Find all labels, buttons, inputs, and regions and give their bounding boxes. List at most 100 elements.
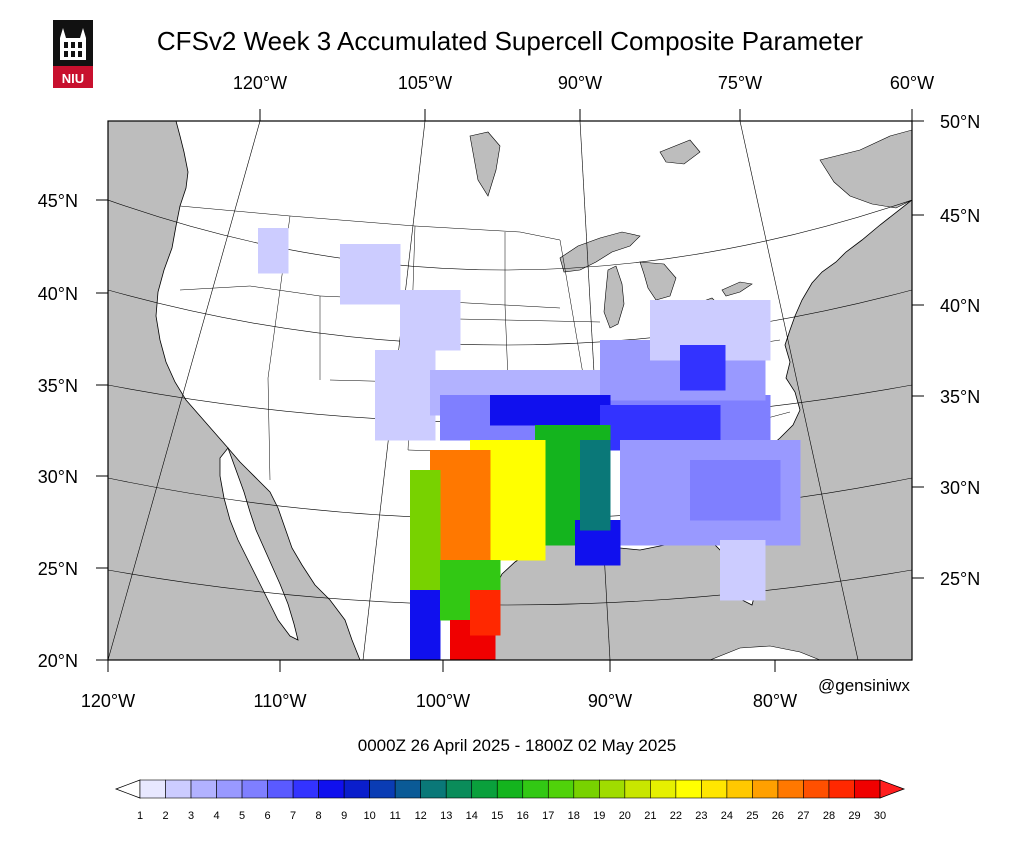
scp-grid-cell <box>565 425 581 441</box>
colorbar-tick-label: 30 <box>874 810 886 822</box>
left-lat-label: 30°N <box>38 467 78 487</box>
colorbar-swatch <box>624 779 651 799</box>
scp-grid-cell <box>680 375 696 391</box>
scp-grid-cell <box>520 410 536 426</box>
scp-grid-cell <box>565 440 581 456</box>
colorbar-swatch <box>369 779 396 799</box>
scp-grid-cell <box>550 410 566 426</box>
scp-grid-cell <box>665 440 681 456</box>
scp-grid-cell <box>735 570 751 586</box>
scp-grid-cell <box>355 289 371 305</box>
scp-grid-cell <box>755 425 771 441</box>
scp-grid-cell <box>740 315 756 331</box>
scp-grid-cell <box>405 350 421 366</box>
scp-grid-cell <box>440 590 456 606</box>
colorbar-tick-label: 18 <box>568 810 580 822</box>
scp-grid-cell <box>650 300 666 316</box>
scp-grid-cell <box>650 330 666 346</box>
scp-grid-cell <box>550 425 566 441</box>
scp-grid-cell <box>785 485 801 501</box>
scp-grid-cell <box>615 370 631 386</box>
scp-grid-cell <box>565 410 581 426</box>
colorbar-tick-label: 13 <box>440 810 452 822</box>
colorbar-tick-label: 4 <box>213 810 219 822</box>
colorbar-swatch <box>675 779 702 799</box>
scp-grid-cell <box>665 515 681 531</box>
scp-grid-cell <box>445 510 461 526</box>
scp-grid-cell <box>630 340 646 356</box>
scp-grid-cell <box>405 365 421 381</box>
scp-grid-cell <box>725 315 741 331</box>
lake-huron <box>639 261 677 301</box>
scp-grid-cell <box>710 360 726 376</box>
scp-grid-cell <box>595 515 611 531</box>
scp-grid-cell <box>535 425 551 441</box>
scp-grid-cell <box>480 650 496 660</box>
scp-grid-cell <box>500 485 516 501</box>
scp-grid-cell <box>410 620 426 636</box>
scp-grid-cell <box>445 370 461 386</box>
scp-grid-cell <box>720 490 736 506</box>
bottom-lon-label: 110°W <box>254 691 307 711</box>
scp-grid-cell <box>590 550 606 566</box>
scp-grid-cell <box>475 480 491 496</box>
bottom-lon-label: 80°W <box>753 691 797 711</box>
left-lat-label: 45°N <box>38 191 78 211</box>
scp-grid-cell <box>515 440 531 456</box>
colorbar-swatch <box>496 779 524 799</box>
scp-grid-cell <box>445 450 461 466</box>
scp-grid-cell <box>725 425 741 441</box>
scp-grid-cell <box>710 345 726 361</box>
scp-grid-cell <box>665 530 681 546</box>
scp-grid-cell <box>600 355 616 371</box>
scp-grid-cell <box>515 515 531 531</box>
scp-grid-cell <box>650 345 666 361</box>
scp-grid-cell <box>635 530 651 546</box>
colorbar-tick-label: 5 <box>239 810 245 822</box>
scp-grid-cell <box>620 515 636 531</box>
scp-grid-cell <box>660 385 676 401</box>
scp-grid-cell <box>530 545 546 561</box>
scp-grid-cell <box>355 259 371 275</box>
colorbar-tick-label: 24 <box>721 810 733 822</box>
scp-grid-cell <box>755 410 771 426</box>
scp-grid-cell <box>425 650 441 660</box>
scp-grid-cell <box>690 405 706 421</box>
scp-grid-cell <box>575 535 591 551</box>
scp-grid-cell <box>725 440 741 456</box>
scp-grid-cell <box>455 425 471 441</box>
colorbar-tick-label: 2 <box>162 810 168 822</box>
colorbar-tick-label: 21 <box>644 810 656 822</box>
scp-grid-cell <box>580 440 596 456</box>
scp-grid-cell <box>680 345 696 361</box>
colorbar-swatch <box>216 779 243 799</box>
scp-grid-cell <box>785 500 801 516</box>
scp-grid-cell <box>590 535 606 551</box>
scp-grid-cell <box>400 290 416 306</box>
right-lat-label: 35°N <box>940 387 980 407</box>
scp-grid-cell <box>515 455 531 471</box>
scp-grid-cell <box>515 500 531 516</box>
colorbar-tick-label: 16 <box>517 810 529 822</box>
scp-grid-cell <box>565 395 581 411</box>
scp-grid-cell <box>615 385 631 401</box>
scp-grid-cell <box>370 244 386 260</box>
scp-grid-cell <box>600 405 616 421</box>
scp-grid-cell <box>410 515 426 531</box>
scp-grid-cell <box>705 475 721 491</box>
colorbar-labels: 1 2 3 4 5 6 7 8 9 10 11 12 13 14 15 16 17 18 19 20 21 22 23 24 2… <box>137 810 886 822</box>
scp-grid-cell <box>273 228 289 244</box>
scp-grid-cell <box>720 505 736 521</box>
scp-grid-cell <box>710 330 726 346</box>
scp-grid-cell <box>680 360 696 376</box>
chart-title: CFSv2 Week 3 Accumulated Supercell Compo… <box>157 26 864 56</box>
scp-grid-cell <box>720 585 736 601</box>
scp-grid-cell <box>455 575 471 591</box>
scp-grid-cell <box>425 515 441 531</box>
scp-grid-cell <box>705 420 721 436</box>
scp-grid-cell <box>440 605 456 621</box>
scp-grid-cell <box>580 470 596 486</box>
scp-grid-cell <box>620 530 636 546</box>
scp-grid-cell <box>665 455 681 471</box>
